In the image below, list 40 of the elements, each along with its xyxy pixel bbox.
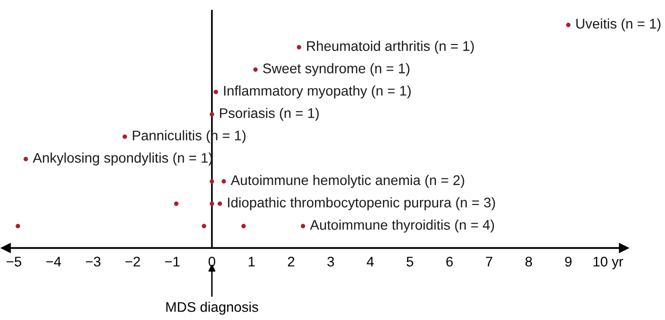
point bbox=[241, 224, 246, 228]
point bbox=[210, 202, 214, 206]
y-tick-label: Sweet syndrome (n = 1) bbox=[263, 63, 410, 76]
y-tick-label: Autoimmune thyroiditis (n = 4) bbox=[310, 220, 494, 233]
y-tick-label: Rheumatoid arthritis (n = 1) bbox=[307, 40, 474, 54]
point bbox=[222, 179, 226, 184]
x-tick-label: 3 bbox=[327, 256, 334, 267]
y-tick-label: Idiopathic thrombocytopenic purpura (n = 3) bbox=[228, 197, 495, 210]
point bbox=[300, 224, 306, 228]
point bbox=[218, 202, 222, 206]
y-tick-label: Inflammatory myopathy (n = 1) bbox=[224, 85, 411, 98]
ref-line-label: MDS diagnosis bbox=[166, 302, 258, 315]
x-tick-label: 9 bbox=[565, 256, 572, 267]
point bbox=[214, 90, 218, 94]
x-tick-label: −4 bbox=[46, 256, 62, 266]
y-tick-label: Psoriasis (n = 1) bbox=[220, 108, 319, 121]
point bbox=[24, 156, 28, 162]
point bbox=[174, 202, 178, 206]
x-tick-label: 2 bbox=[288, 256, 294, 266]
x-tick-label: 8 bbox=[525, 256, 532, 267]
x-tick-label: 4 bbox=[366, 256, 374, 266]
x-tick-label: 5 bbox=[406, 256, 414, 267]
x-tick-label: −2 bbox=[125, 256, 140, 266]
point bbox=[210, 179, 214, 184]
x-tick-label: −5 bbox=[6, 256, 22, 267]
y-tick-label: Autoimmune hemolytic anemia (n = 2) bbox=[230, 174, 464, 188]
point bbox=[253, 67, 258, 72]
x-tick-label: −3 bbox=[86, 256, 100, 267]
point bbox=[16, 224, 20, 228]
point bbox=[296, 45, 302, 50]
point bbox=[122, 134, 127, 139]
x-tick-label: 1 bbox=[248, 256, 255, 266]
x-tick-label: 7 bbox=[486, 256, 492, 266]
x-tick-label: 10 yr bbox=[594, 256, 624, 270]
point bbox=[202, 224, 206, 228]
y-tick-label: Uveitis (n = 1) bbox=[576, 18, 660, 32]
point bbox=[566, 22, 571, 28]
point bbox=[210, 112, 214, 117]
x-tick-label: −1 bbox=[165, 256, 180, 266]
x-tick-label: 6 bbox=[446, 256, 453, 267]
